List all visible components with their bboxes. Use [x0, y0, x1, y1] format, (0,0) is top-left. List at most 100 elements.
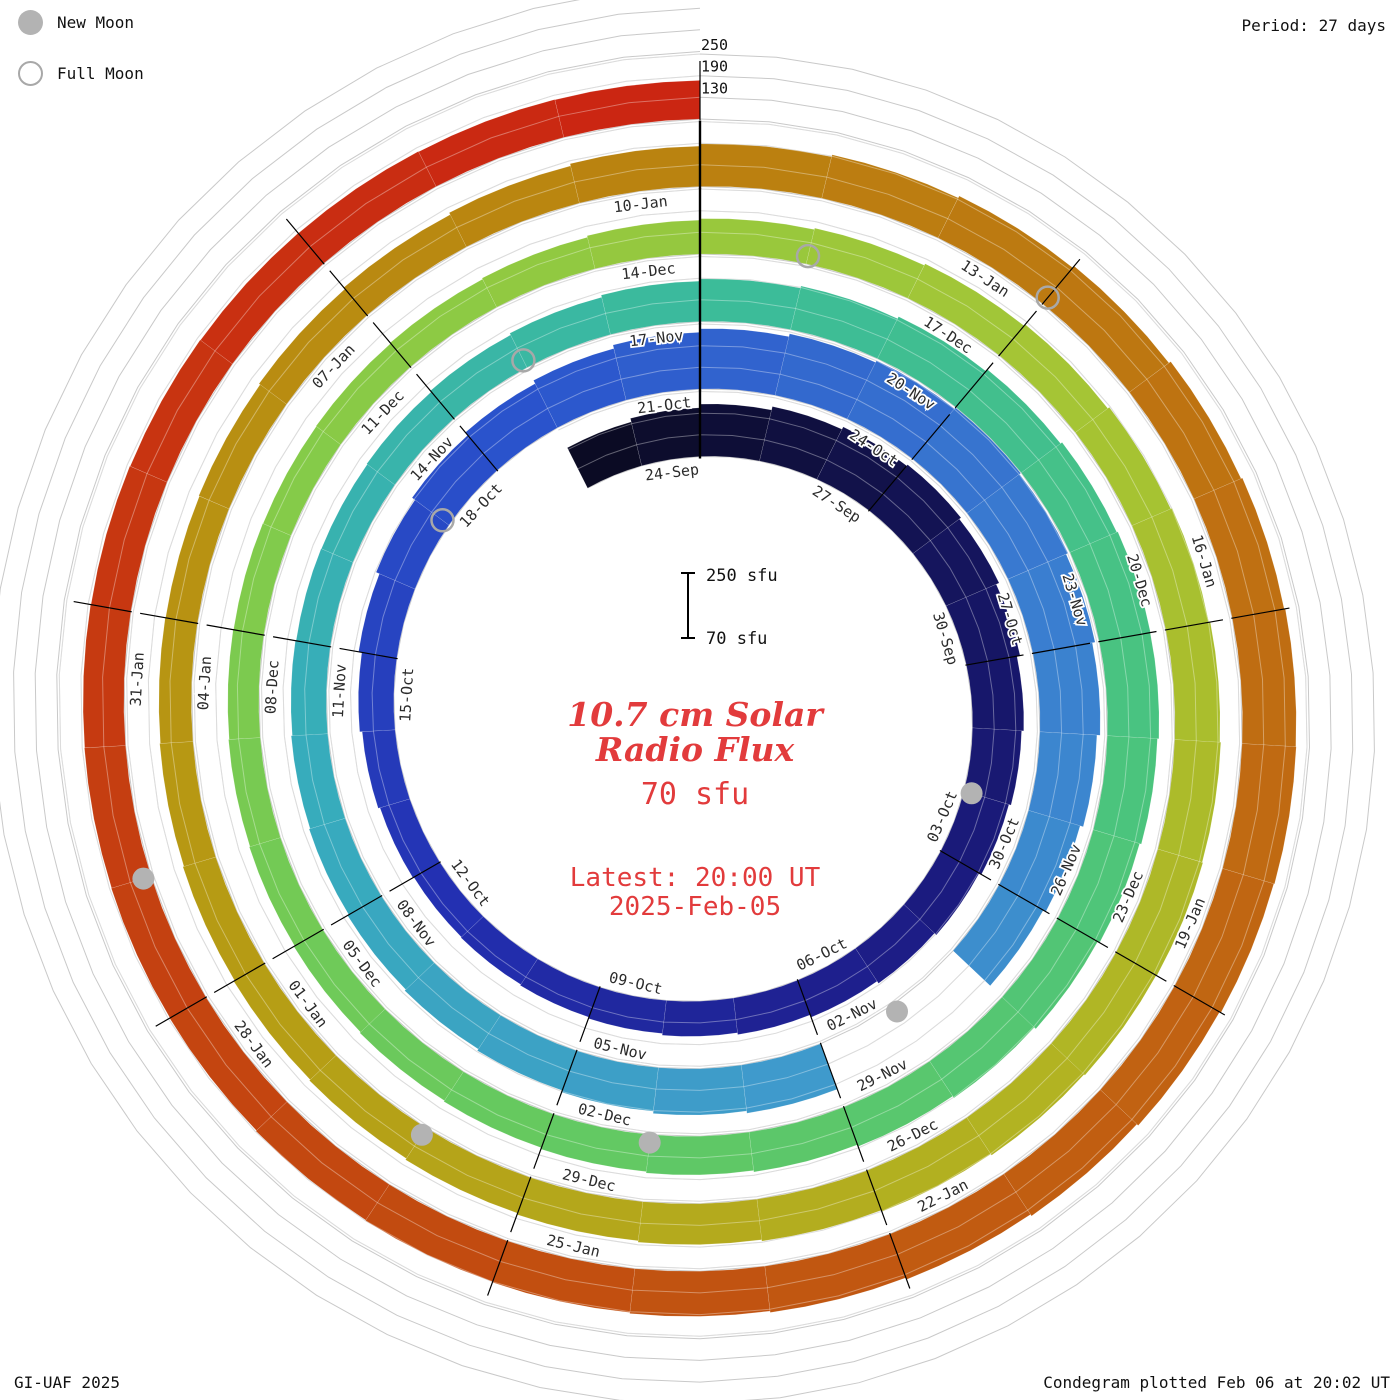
- flux-scale-bar: 250 sfu 70 sfu: [681, 566, 778, 649]
- flux-bar: [465, 383, 558, 471]
- flux-bar: [165, 495, 230, 624]
- segment-tick: [140, 612, 199, 625]
- flux-bar: [430, 334, 528, 419]
- flux-bar: [1042, 265, 1170, 393]
- flux-bar: [652, 1064, 747, 1116]
- flux-bar: [929, 996, 1035, 1099]
- flux-bar: [733, 980, 811, 1035]
- flux-bar: [228, 737, 281, 847]
- flux-bar: [533, 348, 627, 429]
- flux-bar: [966, 1043, 1085, 1156]
- flux-bar: [966, 473, 1069, 580]
- flux-bar: [699, 143, 832, 199]
- flux-bar: [418, 99, 565, 187]
- flux-bar: [554, 80, 701, 138]
- flux-bar: [198, 384, 287, 510]
- segment-tick: [939, 849, 992, 881]
- segment-tick: [272, 928, 325, 960]
- segment-tick: [1231, 607, 1290, 619]
- segment-tick: [1031, 642, 1091, 655]
- flux-bar: [448, 165, 580, 248]
- full-moon-marker: [430, 508, 455, 533]
- segment-tick: [1041, 258, 1081, 305]
- segment-tick: [73, 600, 132, 613]
- new-moon-marker: [410, 1123, 433, 1146]
- flux-bar: [1157, 739, 1222, 863]
- segment-tick: [1114, 951, 1167, 982]
- radial-axis-labels: 130 190 250: [701, 36, 728, 97]
- flux-bar: [298, 151, 437, 264]
- flux-bar: [460, 916, 538, 985]
- flux-bar: [358, 652, 397, 733]
- date-label: 31-Jan: [127, 652, 148, 707]
- flux-bars: [82, 80, 1297, 1317]
- segment-tick: [867, 465, 907, 512]
- scale-bottom-label: 70 sfu: [706, 629, 767, 649]
- flux-bar: [966, 655, 1024, 732]
- segment-tick: [556, 1049, 578, 1106]
- segment-tick: [389, 861, 441, 892]
- legend-new-moon-label: New Moon: [57, 13, 135, 32]
- center-annotations: 10.7 cm Solar Radio Flux 70 sfu Latest: …: [395, 697, 995, 922]
- flux-bar: [1007, 553, 1096, 654]
- flux-bar: [227, 629, 264, 740]
- flux-bar: [295, 548, 354, 648]
- flux-bar: [129, 339, 233, 483]
- flux-bar: [361, 729, 410, 809]
- flux-bar: [903, 850, 980, 936]
- date-label: 11-Nov: [329, 663, 350, 718]
- flux-bar: [1099, 632, 1160, 739]
- chart-title-line2: Radio Flux: [595, 730, 795, 769]
- flux-bar: [477, 1015, 577, 1091]
- flux-bar: [756, 1170, 882, 1242]
- segment-tick: [285, 218, 325, 265]
- segment-tick: [272, 636, 332, 648]
- flux-bar: [481, 236, 596, 308]
- flux-bar: [404, 962, 501, 1050]
- flux-bar: [1028, 731, 1098, 827]
- date-label: 10-Jan: [613, 192, 669, 216]
- segment-tick: [330, 894, 383, 926]
- flux-bar: [182, 856, 265, 981]
- flux-bar: [759, 406, 843, 480]
- flux-bar: [111, 876, 207, 1019]
- moon-markers: [132, 243, 1060, 1154]
- flux-bar: [158, 617, 198, 744]
- segment-tick: [998, 883, 1050, 915]
- flux-bar: [443, 1071, 554, 1149]
- flux-bar: [1222, 743, 1297, 885]
- segment-tick: [510, 1176, 532, 1233]
- date-label: 14-Dec: [621, 259, 677, 283]
- new-moon-icon: [18, 10, 43, 35]
- flux-bar: [1001, 918, 1098, 1030]
- segment-tick: [819, 1042, 842, 1099]
- flux-bar: [1100, 985, 1220, 1126]
- segment-tick: [1173, 984, 1226, 1016]
- flux-bar: [855, 904, 935, 984]
- flux-bar: [955, 369, 1061, 474]
- segment-tick: [998, 310, 1037, 357]
- segment-tick: [416, 373, 455, 420]
- flux-bar: [321, 464, 396, 563]
- segment-tick: [329, 270, 369, 317]
- flux-bar: [309, 1055, 427, 1159]
- new-moon-marker: [960, 782, 983, 805]
- flux-bar: [262, 426, 341, 536]
- segment-ticks: [73, 61, 1290, 1296]
- period-label: Period: 27 days: [1241, 16, 1387, 35]
- latest-line2: 2025-Feb-05: [608, 892, 782, 922]
- new-moon-marker: [132, 867, 155, 890]
- flux-bar: [1093, 735, 1158, 845]
- flux-bar: [90, 465, 168, 612]
- flux-bar: [952, 884, 1044, 987]
- flux-bar: [821, 154, 959, 239]
- grid-spirals-overlay: [58, 53, 1308, 1337]
- flux-bar: [912, 407, 1021, 514]
- chart-title-line1: 10.7 cm Solar: [567, 695, 823, 734]
- flux-bar: [699, 328, 790, 396]
- flux-bar: [290, 733, 346, 829]
- date-label: 08-Dec: [261, 660, 282, 715]
- chart-title: 10.7 cm Solar Radio Flux: [395, 697, 995, 767]
- segment-tick: [911, 414, 951, 460]
- segment-tick: [459, 425, 499, 472]
